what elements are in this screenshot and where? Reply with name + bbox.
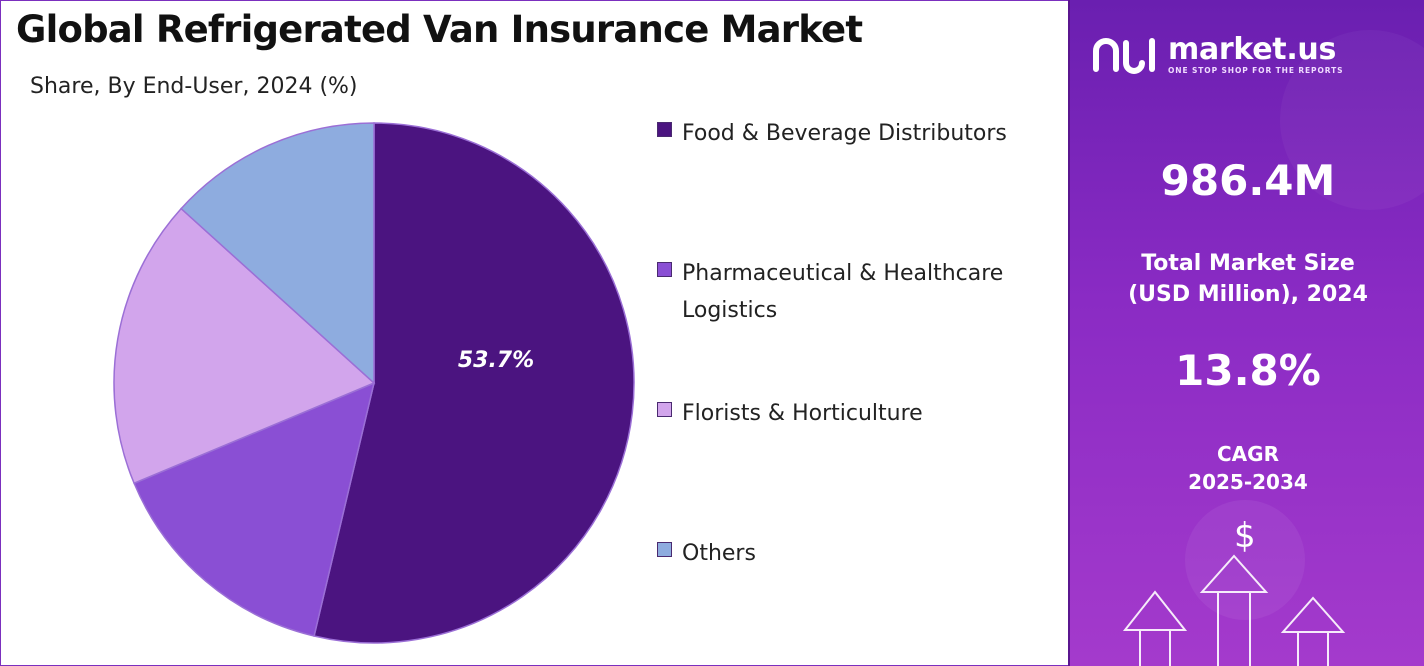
chart-title: Global Refrigerated Van Insurance Market xyxy=(16,8,863,51)
legend-item-others: Others xyxy=(657,535,1062,572)
legend-swatch xyxy=(657,262,672,277)
pie-slice-0 xyxy=(313,122,635,644)
logo-tagline: ONE STOP SHOP FOR THE REPORTS xyxy=(1168,66,1344,75)
pie-slice-1 xyxy=(133,381,376,637)
cagr-label-line2: 2025-2034 xyxy=(1188,470,1308,494)
legend-label: Others xyxy=(682,541,756,566)
growth-arrows-graphic xyxy=(1122,30,1424,666)
cagr-value: 13.8% xyxy=(1175,346,1321,395)
legend-item-florists: Florists & Horticulture xyxy=(657,395,1062,432)
pie-data-label-0: 53.7% xyxy=(458,348,534,373)
legend-item-pharmaceutical: Pharmaceutical & Healthcare Logistics xyxy=(657,255,1062,329)
legend-swatch xyxy=(657,402,672,417)
market-size-label-line1: Total Market Size xyxy=(1141,251,1355,276)
chart-subtitle: Share, By End-User, 2024 (%) xyxy=(30,74,358,99)
legend-label: Florists & Horticulture xyxy=(682,401,923,426)
legend-label: Food & Beverage Distributors xyxy=(682,121,1007,146)
market-size-value: 986.4M xyxy=(1160,156,1336,205)
market-size-label-line2: (USD Million), 2024 xyxy=(1128,282,1368,307)
legend-swatch xyxy=(657,542,672,557)
pie-slice-3 xyxy=(180,122,375,385)
pie-slice-2 xyxy=(113,207,376,485)
legend-label: Pharmaceutical & Healthcare Logistics xyxy=(682,261,1004,323)
chart-area: Global Refrigerated Van Insurance Market… xyxy=(16,8,1062,644)
logo-name: market.us xyxy=(1168,32,1337,67)
dollar-icon: $ xyxy=(1234,516,1256,556)
legend-item-food-beverage: Food & Beverage Distributors xyxy=(657,115,1062,152)
pie-chart: 53.7% xyxy=(113,122,635,644)
logo-mark-icon xyxy=(1093,37,1155,74)
market-us-logo: market.us ONE STOP SHOP FOR THE REPORTS xyxy=(1090,34,1343,75)
legend-swatch xyxy=(657,122,672,137)
stats-panel: market.us ONE STOP SHOP FOR THE REPORTS … xyxy=(1068,0,1424,666)
cagr-label-line1: CAGR xyxy=(1217,442,1279,466)
